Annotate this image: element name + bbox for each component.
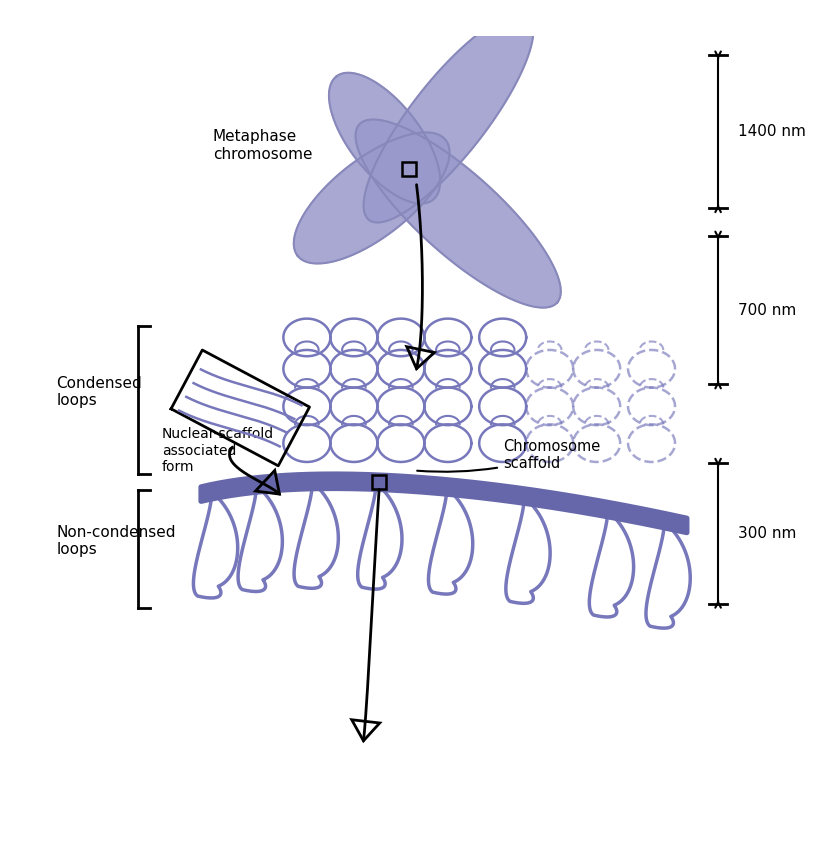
Text: Condensed
loops: Condensed loops <box>56 376 142 409</box>
Text: Metaphase
chromosome: Metaphase chromosome <box>213 129 313 162</box>
Polygon shape <box>294 133 450 263</box>
Text: Nuclear-scaffold
associated
form: Nuclear-scaffold associated form <box>162 428 274 474</box>
Bar <box>401 162 415 176</box>
Text: 1400 nm: 1400 nm <box>738 124 805 139</box>
Polygon shape <box>356 120 561 308</box>
Polygon shape <box>364 14 534 222</box>
Text: Non-condensed
loops: Non-condensed loops <box>56 525 175 557</box>
Text: Chromosome
scaffold: Chromosome scaffold <box>417 439 600 472</box>
Text: 700 nm: 700 nm <box>738 303 796 317</box>
Polygon shape <box>329 73 441 203</box>
Text: 300 nm: 300 nm <box>738 526 796 540</box>
Bar <box>372 475 386 489</box>
